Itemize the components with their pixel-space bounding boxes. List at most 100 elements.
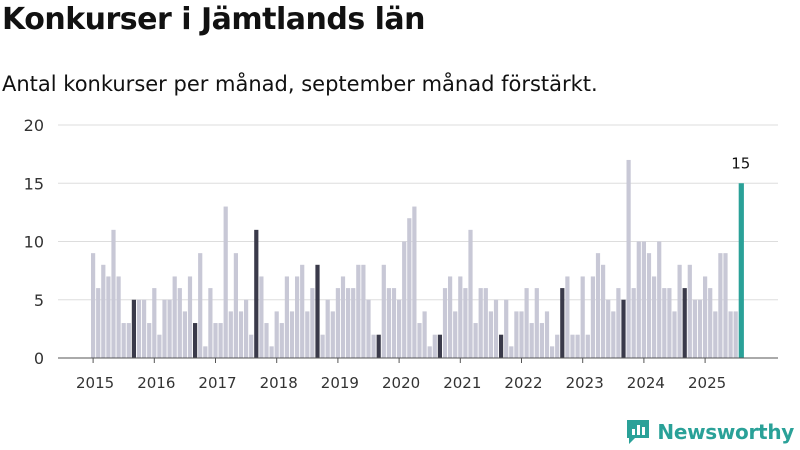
bar <box>116 276 121 358</box>
x-tick-label: 2023 <box>566 374 604 392</box>
bar <box>233 253 238 358</box>
bar <box>361 264 366 358</box>
bar <box>366 299 371 358</box>
bar <box>509 346 514 358</box>
bar <box>606 299 611 358</box>
bar <box>458 276 463 358</box>
bar <box>310 288 315 358</box>
bar <box>126 323 131 358</box>
bar <box>381 264 386 358</box>
x-tick-label: 2016 <box>137 374 175 392</box>
bar <box>529 323 534 358</box>
bar <box>575 334 580 358</box>
bar <box>442 288 448 358</box>
bar <box>708 288 713 358</box>
bar-latest <box>738 183 744 358</box>
bar <box>351 288 356 358</box>
bar <box>208 288 213 358</box>
bar <box>187 276 193 358</box>
bar <box>167 299 172 358</box>
bar <box>667 288 672 358</box>
bar <box>335 288 340 358</box>
bar <box>244 299 249 358</box>
bar <box>646 253 652 358</box>
bar <box>504 299 509 358</box>
bar <box>417 323 422 358</box>
bar <box>340 276 346 358</box>
bar <box>427 346 432 358</box>
bar <box>412 206 417 358</box>
bar <box>677 264 682 358</box>
bar <box>514 311 519 358</box>
bar <box>289 311 295 358</box>
bar <box>473 323 478 358</box>
bar <box>422 311 427 358</box>
x-tick-label: 2024 <box>627 374 665 392</box>
bar <box>550 346 555 358</box>
bar <box>142 299 147 358</box>
bar <box>182 311 187 358</box>
bar <box>96 288 101 358</box>
bar <box>432 334 437 358</box>
x-tick-label: 2020 <box>382 374 420 392</box>
bar <box>269 346 274 358</box>
bar <box>657 241 662 358</box>
bar <box>703 276 708 358</box>
bar <box>718 253 723 358</box>
bar <box>407 218 412 358</box>
bar <box>483 288 488 358</box>
bar <box>386 288 391 358</box>
bar <box>570 334 575 358</box>
bar <box>228 311 233 358</box>
bar <box>616 288 621 358</box>
x-tick-label: 2022 <box>504 374 542 392</box>
bar <box>631 288 636 358</box>
bar <box>198 253 203 358</box>
y-tick-label: 15 <box>24 174 44 193</box>
bar <box>325 299 330 358</box>
bar <box>218 323 223 358</box>
bar <box>585 334 590 358</box>
bar <box>626 159 631 358</box>
bar <box>295 276 300 358</box>
bar-september <box>682 288 687 358</box>
y-tick-label: 20 <box>24 116 44 135</box>
bar-september <box>376 334 381 358</box>
x-tick-label: 2017 <box>198 374 236 392</box>
x-tick-label: 2021 <box>443 374 481 392</box>
bar <box>662 288 667 358</box>
bar <box>453 311 458 358</box>
bar-september <box>315 264 320 358</box>
bar <box>652 276 657 358</box>
bar <box>162 299 167 358</box>
bar <box>223 206 228 358</box>
bar-september <box>560 288 565 358</box>
bar <box>320 334 325 358</box>
y-tick-label: 10 <box>24 233 44 252</box>
bar <box>595 253 601 358</box>
bar <box>346 288 351 358</box>
bar <box>106 276 111 358</box>
bar <box>274 311 279 358</box>
bar <box>478 288 483 358</box>
bar <box>733 311 738 358</box>
bar <box>397 299 402 358</box>
bar <box>519 311 524 358</box>
x-tick-label: 2019 <box>321 374 359 392</box>
x-tick-label: 2015 <box>76 374 114 392</box>
bar <box>152 288 157 358</box>
y-tick-label: 0 <box>34 349 44 368</box>
bar <box>636 241 641 358</box>
chart-title: Konkurser i Jämtlands län <box>2 2 426 37</box>
bar <box>371 334 376 358</box>
bar <box>147 323 152 358</box>
bar <box>580 276 585 358</box>
bar <box>672 311 677 358</box>
bar <box>590 276 595 358</box>
bar <box>356 264 361 358</box>
bar <box>136 299 142 358</box>
bar <box>692 299 697 358</box>
bar <box>493 299 499 358</box>
bar <box>172 276 177 358</box>
